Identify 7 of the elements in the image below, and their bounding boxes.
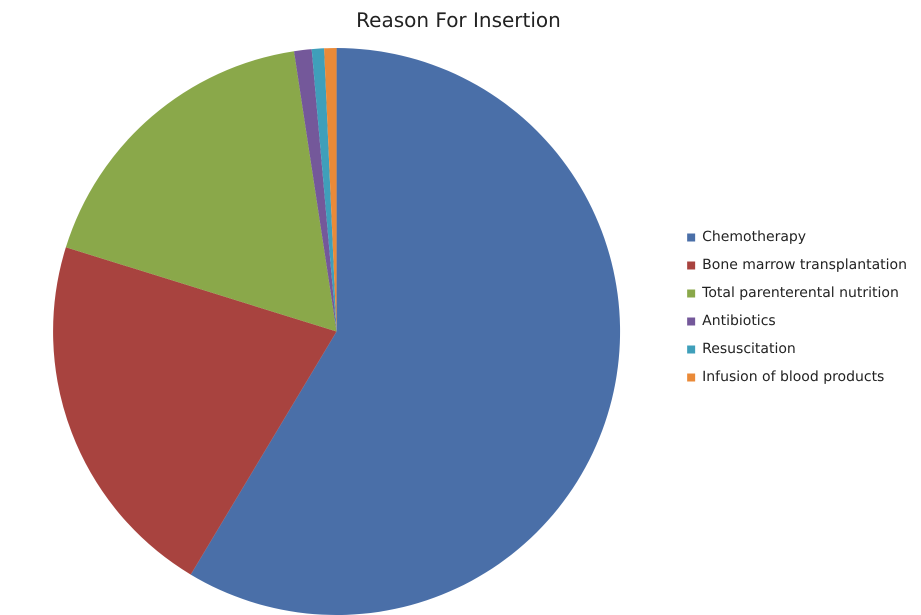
legend-label: Chemotherapy xyxy=(702,229,806,246)
legend-label: Resuscitation xyxy=(702,341,796,358)
chart-title: Reason For Insertion xyxy=(356,8,561,32)
legend-label: Total parenterental nutrition xyxy=(701,285,899,302)
legend-label: Bone marrow transplantation xyxy=(702,257,908,274)
legend-label: Infusion of blood products xyxy=(702,369,884,386)
legend-label: Antibiotics xyxy=(702,313,776,330)
